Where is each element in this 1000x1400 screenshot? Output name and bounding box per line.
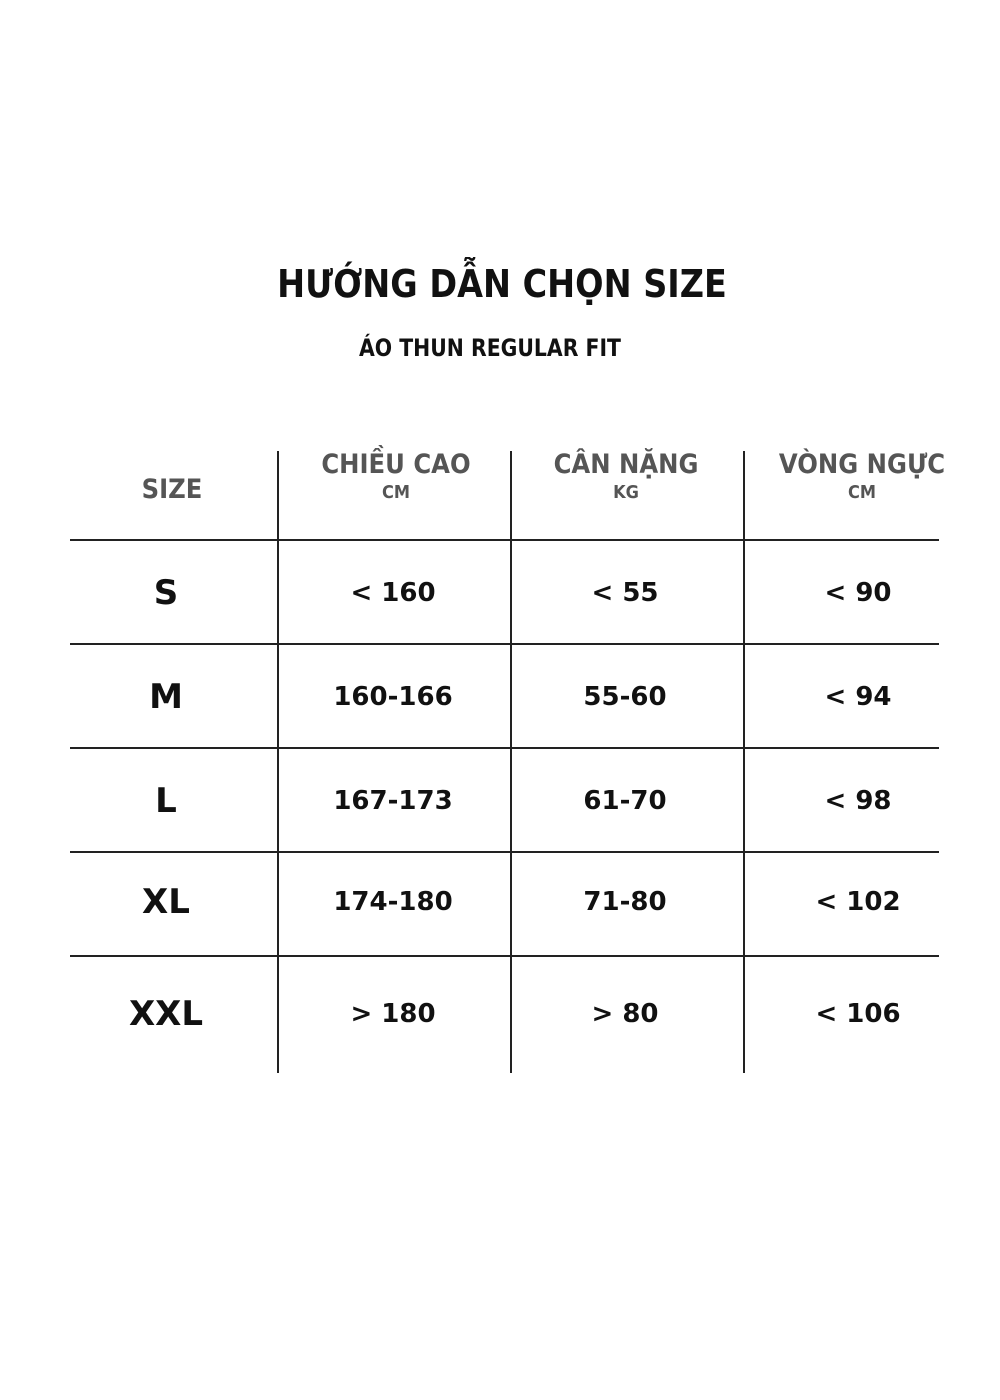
table-cell: > 180 <box>350 999 436 1029</box>
column-header: CHIỀU CAO CM <box>276 449 516 503</box>
header-label: CÂN NẶNG <box>553 449 699 480</box>
column-header: CÂN NẶNG KG <box>506 449 746 503</box>
table-cell: 71-80 <box>583 887 667 917</box>
row-divider <box>70 539 939 541</box>
header-unit: CM <box>847 482 877 503</box>
header-unit: KG <box>613 482 639 503</box>
row-divider <box>70 747 939 749</box>
table-cell: > 80 <box>591 999 659 1029</box>
table-cell: < 106 <box>815 999 901 1029</box>
table-cell: < 94 <box>824 682 892 712</box>
table-cell: 160-166 <box>333 682 453 712</box>
table-cell: < 98 <box>824 786 892 816</box>
size-label: M <box>149 677 183 717</box>
row-divider <box>70 643 939 645</box>
table-cell: < 90 <box>824 578 892 608</box>
page-subtitle: ÁO THUN REGULAR FIT <box>359 334 621 362</box>
page-title: HƯỚNG DẪN CHỌN SIZE <box>277 262 727 306</box>
header-label: SIZE <box>141 474 203 505</box>
size-label: L <box>155 781 177 821</box>
table-cell: 174-180 <box>333 887 453 917</box>
size-label: S <box>153 573 179 613</box>
header-unit: CM <box>381 482 411 503</box>
column-header: SIZE <box>52 474 292 505</box>
size-label: XL <box>142 882 190 922</box>
table-cell: 167-173 <box>333 786 453 816</box>
table-cell: < 102 <box>815 887 901 917</box>
column-divider <box>510 451 512 1073</box>
table-cell: < 160 <box>350 578 436 608</box>
column-header: VÒNG NGỰC CM <box>742 449 982 503</box>
header-label: CHIỀU CAO <box>321 449 471 480</box>
column-divider <box>277 451 279 1073</box>
row-divider <box>70 955 939 957</box>
table-cell: 61-70 <box>583 786 667 816</box>
row-divider <box>70 851 939 853</box>
table-cell: 55-60 <box>583 682 667 712</box>
size-label: XXL <box>128 994 204 1034</box>
column-divider <box>743 451 745 1073</box>
header-label: VÒNG NGỰC <box>778 449 946 480</box>
table-cell: < 55 <box>591 578 659 608</box>
